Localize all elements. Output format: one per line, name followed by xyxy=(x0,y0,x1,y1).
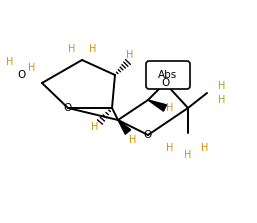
Polygon shape xyxy=(118,120,131,134)
Text: O: O xyxy=(64,103,72,113)
Text: H: H xyxy=(89,44,97,54)
Text: H: H xyxy=(166,103,174,113)
Text: O: O xyxy=(144,130,152,140)
Text: Abs: Abs xyxy=(158,70,178,80)
Text: H: H xyxy=(129,135,137,145)
FancyBboxPatch shape xyxy=(146,61,190,89)
Text: H: H xyxy=(166,143,174,153)
Text: O: O xyxy=(161,78,169,88)
Text: H: H xyxy=(91,122,99,132)
Text: H: H xyxy=(201,143,209,153)
Text: H: H xyxy=(184,150,192,160)
Polygon shape xyxy=(148,100,167,111)
Text: H: H xyxy=(218,95,226,105)
Text: H: H xyxy=(68,44,76,54)
Text: H: H xyxy=(218,81,226,91)
Text: O: O xyxy=(18,70,26,80)
Text: H: H xyxy=(28,63,36,73)
Text: H: H xyxy=(6,57,14,67)
Text: H: H xyxy=(126,50,134,60)
